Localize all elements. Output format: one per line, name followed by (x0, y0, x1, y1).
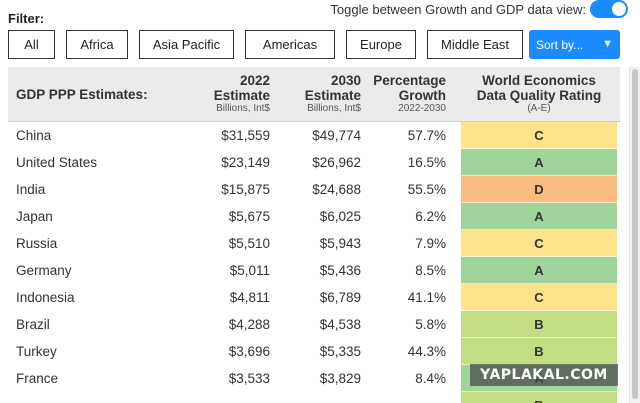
chevron-down-icon: ▼ (602, 38, 613, 50)
rating-cell: A (461, 203, 617, 230)
estimate-2022-cell: $3,533 (228, 371, 270, 386)
growth-cell: 44.3% (407, 344, 446, 359)
header-2022-sub: Billions, Int$ (216, 103, 270, 114)
growth-cell: 55.5% (407, 182, 446, 197)
header-growth-title: Percentage (373, 73, 446, 88)
table-row: Turkey $3,696 $5,335 44.3% B (8, 338, 620, 365)
country-cell: France (16, 371, 59, 386)
estimate-2022-cell: $5,675 (228, 209, 270, 224)
table-row: United States $23,149 $26,962 16.5% A (8, 149, 620, 176)
estimate-2030-cell: $24,688 (312, 182, 361, 197)
estimate-2030-cell: $5,943 (319, 236, 361, 251)
header-percentage-growth[interactable]: Percentage Growth 2022-2030 (373, 73, 446, 115)
table-row: Germany $5,011 $5,436 8.5% A (8, 257, 620, 284)
header-data-quality-rating[interactable]: World Economics Data Quality Rating (A-E… (461, 73, 617, 115)
estimate-2030-cell: $4,538 (319, 317, 361, 332)
country-cell: Russia (16, 236, 58, 251)
growth-cell: 7.9% (415, 236, 446, 251)
growth-cell: 5.8% (415, 317, 446, 332)
estimate-2022-cell: $23,149 (221, 155, 270, 170)
country-cell: India (16, 182, 46, 197)
sort-by-select[interactable]: Sort by... ▼ (529, 30, 620, 59)
filter-button-asia-pacific[interactable]: Asia Pacific (139, 30, 234, 59)
rating-cell: B (461, 338, 617, 365)
sort-by-label: Sort by... (536, 37, 584, 52)
filter-button-americas[interactable]: Americas (245, 30, 335, 59)
growth-cell: 8.5% (415, 263, 446, 278)
rating-cell: D (461, 176, 617, 203)
view-toggle-group: Toggle between Growth and GDP data view: (330, 0, 628, 18)
toggle-label: Toggle between Growth and GDP data view: (330, 1, 586, 17)
country-cell: Indonesia (16, 290, 75, 305)
header-2030-title: 2030 (330, 73, 361, 88)
header-growth-title2: Growth (398, 88, 446, 103)
estimate-2030-cell: $26,962 (312, 155, 361, 170)
header-rating-sub: (A-E) (527, 103, 551, 114)
header-growth-sub: 2022-2030 (398, 103, 446, 114)
region-filter-bar: All Africa Asia Pacific Americas Europe … (8, 30, 534, 59)
header-2022-estimate[interactable]: 2022 Estimate Billions, Int$ (214, 73, 270, 115)
table-row: Brazil $4,288 $4,538 5.8% B (8, 311, 620, 338)
estimate-2030-cell: $5,436 (319, 263, 361, 278)
growth-cell: 16.5% (407, 155, 446, 170)
country-cell: Brazil (16, 317, 50, 332)
estimate-2030-cell: $6,025 (319, 209, 361, 224)
filter-button-europe[interactable]: Europe (346, 30, 416, 59)
estimate-2022-cell: $4,288 (228, 317, 270, 332)
estimate-2022-cell: $5,011 (229, 263, 270, 278)
growth-cell: 6.2% (415, 209, 446, 224)
toggle-knob (612, 2, 626, 16)
table-header: GDP PPP Estimates: 2022 Estimate Billion… (8, 67, 620, 122)
estimate-2030-cell: $3,829 (319, 371, 361, 386)
estimate-2030-cell: $5,335 (319, 344, 361, 359)
estimate-2022-cell: $5,510 (228, 236, 270, 251)
growth-gdp-toggle[interactable] (590, 0, 628, 18)
filter-button-africa[interactable]: Africa (66, 30, 128, 59)
growth-cell: 41.1% (407, 290, 446, 305)
estimate-2030-cell: $6,789 (319, 290, 361, 305)
estimate-2022-cell: $15,875 (221, 182, 270, 197)
estimate-2022-cell: $31,559 (221, 128, 270, 143)
filter-button-all[interactable]: All (8, 30, 55, 59)
table-scrollbar[interactable] (629, 67, 640, 403)
rating-cell: C (461, 284, 617, 311)
estimate-2022-cell: $3,696 (228, 344, 270, 359)
country-cell: Japan (16, 209, 53, 224)
rating-cell: A (461, 149, 617, 176)
estimate-2030-cell: $49,774 (312, 128, 361, 143)
rating-cell: B (461, 392, 617, 403)
rating-cell: B (461, 311, 617, 338)
table-row: Indonesia $4,811 $6,789 41.1% C (8, 284, 620, 311)
filter-button-middle-east[interactable]: Middle East (427, 30, 523, 59)
header-2030-title2: Estimate (304, 88, 361, 103)
header-2022-title2: Estimate (213, 88, 270, 103)
rating-cell: C (461, 230, 617, 257)
growth-cell: 57.7% (407, 128, 446, 143)
filter-label: Filter: (8, 11, 45, 26)
growth-cell: 8.4% (415, 371, 446, 386)
estimate-2022-cell: $4,811 (229, 290, 270, 305)
header-rating-title2: Data Quality Rating (476, 88, 602, 103)
header-2022-title: 2022 (239, 73, 270, 88)
scrollbar-thumb[interactable] (632, 69, 638, 399)
table-body: China $31,559 $49,774 57.7% C United States $2… (8, 122, 620, 403)
table-row: Japan $5,675 $6,025 6.2% A (8, 203, 620, 230)
header-2030-sub: Billions, Int$ (307, 103, 361, 114)
header-country[interactable]: GDP PPP Estimates: (16, 87, 148, 102)
table-row: Russia $5,510 $5,943 7.9% C (8, 230, 620, 257)
gdp-table: GDP PPP Estimates: 2022 Estimate Billion… (8, 67, 620, 403)
table-row: China $31,559 $49,774 57.7% C (8, 122, 620, 149)
country-cell: United States (16, 155, 98, 170)
country-cell: Germany (16, 263, 72, 278)
table-row: B (8, 392, 620, 403)
country-cell: China (16, 128, 52, 143)
header-2030-estimate[interactable]: 2030 Estimate Billions, Int$ (305, 73, 361, 115)
country-cell: Turkey (16, 344, 57, 359)
header-rating-title: World Economics (482, 73, 596, 88)
table-row: India $15,875 $24,688 55.5% D (8, 176, 620, 203)
rating-cell: A (461, 257, 617, 284)
watermark-logo: YAPLAKAL.COM (470, 364, 618, 386)
rating-cell: C (461, 122, 617, 149)
